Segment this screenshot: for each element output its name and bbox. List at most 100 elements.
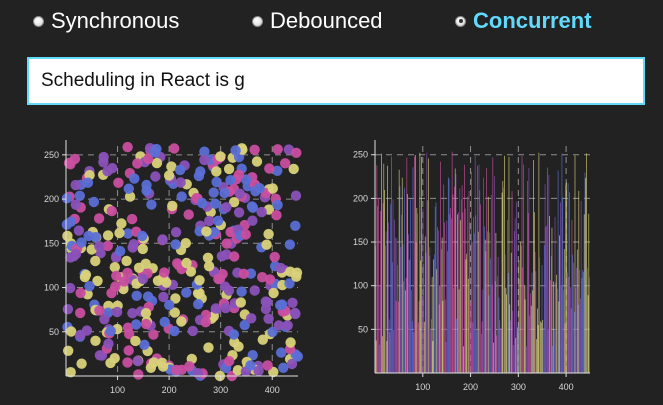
scatter-point [208,227,220,238]
scatter-point [94,350,106,361]
bar [381,336,383,373]
scatter-point [109,262,121,273]
bar [459,188,461,373]
scatter-point [275,300,286,311]
scatter-point [122,357,133,368]
scatter-point [228,329,240,340]
bar [495,233,497,373]
bar [399,186,401,373]
bar [444,299,446,373]
scatter-point [149,147,161,158]
mode-option-synchronous[interactable]: Synchronous [33,6,179,36]
bar [576,267,577,373]
bar [398,301,399,373]
bar [430,330,431,373]
bar [556,288,558,373]
scatter-point [204,215,215,227]
scatter-point [262,297,273,308]
bar [552,346,554,373]
radio-icon[interactable] [33,15,44,27]
bar [442,300,444,373]
scatter-point [75,307,86,319]
scatter-point [137,243,148,255]
bar [507,273,509,373]
scatter-point [98,151,109,163]
scatter-point [132,355,143,367]
bar [468,191,470,373]
mode-option-debounced[interactable]: Debounced [252,6,383,36]
scatter-point [169,143,180,154]
bar [473,216,474,373]
bar [481,321,483,373]
bar [483,177,484,373]
bar [402,244,404,373]
scatter-point [256,206,267,218]
bar [451,151,453,373]
bar [536,339,537,373]
bar [510,252,512,373]
scatter-point [234,188,245,199]
bar [487,231,488,373]
scatter-point [224,356,235,367]
scatter-point [267,326,278,338]
radio-icon[interactable] [455,15,466,27]
scatter-point [261,239,272,250]
bar [397,265,398,373]
bar [538,152,540,373]
bar [429,247,431,373]
bar [422,208,424,373]
scatter-point [167,200,178,212]
scatter-point [175,177,186,188]
scatter-point [181,257,192,269]
text-input[interactable] [29,59,643,103]
scatter-point [211,166,222,177]
bar [545,227,547,373]
scatter-point [199,154,210,166]
bar [431,276,433,373]
scatter-point [257,272,268,283]
mode-option-concurrent[interactable]: Concurrent [455,6,592,36]
bar [500,327,501,373]
scatter-point [130,335,141,347]
bar [543,328,544,373]
bar [509,304,511,373]
bar [462,212,464,373]
scatter-point [176,316,187,327]
bar [470,301,471,373]
scatter-point [94,305,105,316]
bar [506,294,507,373]
bar [469,222,471,373]
bar [457,214,458,373]
scatter-point [194,275,205,286]
scatter-point [233,207,245,218]
bar [477,165,478,373]
bar [398,169,400,373]
bar [457,212,459,373]
scatter-point [284,239,296,250]
bar [461,199,462,373]
x-tick-label: 100 [110,385,125,395]
mode-label-debounced: Debounced [270,8,383,33]
radio-icon[interactable] [252,15,263,27]
scatter-point [169,307,180,318]
bar [420,260,421,373]
scatter-point [269,251,280,263]
scatter-point [152,275,164,286]
bar [568,277,570,373]
bar [490,258,491,373]
scatter-point [150,171,161,182]
scatter-point [272,144,283,155]
bar [528,168,530,373]
scatter-point [245,360,256,371]
bar [523,164,524,373]
scatter-point [225,175,236,186]
bar [516,202,517,373]
bar [512,310,514,373]
scatter-point [286,358,298,370]
scatter-point [116,218,127,229]
bar [426,153,428,373]
bar [408,234,409,373]
scatter-point [215,151,226,162]
scatter-point [127,242,138,253]
scatter-point [230,145,241,156]
